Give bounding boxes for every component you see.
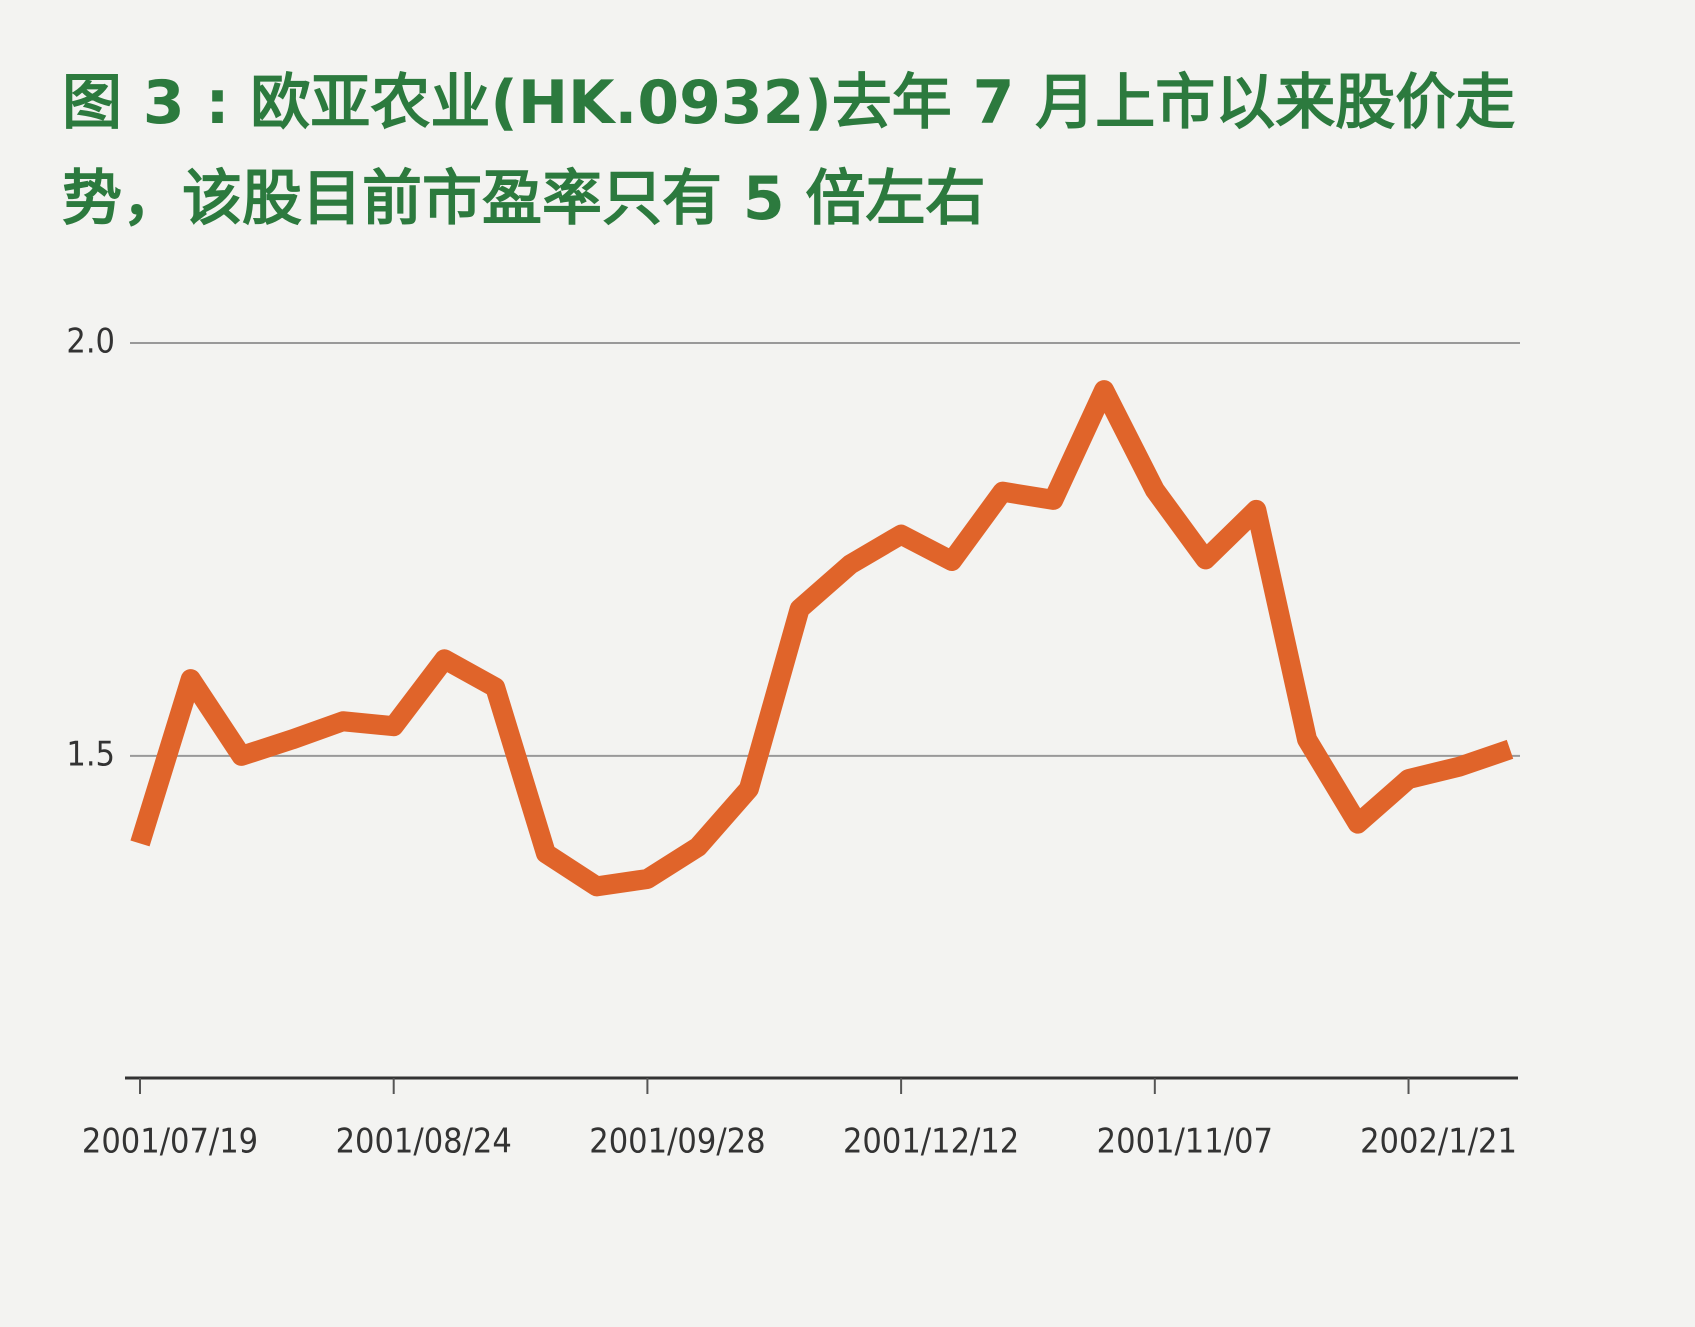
y-tick-label: 2.0 [66, 322, 115, 362]
x-tick-label: 2001/11/07 [1097, 1122, 1273, 1162]
chart-title: 图 3 : 欧亚农业(HK.0932)去年 7 月上市以来股价走势，该股目前市盈… [62, 68, 1516, 234]
x-tick-label: 2001/08/24 [336, 1122, 512, 1162]
x-tick-label: 2001/09/28 [589, 1122, 765, 1162]
x-tick-label: 2002/1/21 [1360, 1122, 1517, 1162]
x-tick-label: 2001/07/19 [82, 1122, 258, 1162]
x-tick-label: 2001/12/12 [843, 1122, 1019, 1162]
price-line [130, 380, 1514, 897]
y-tick-label: 1.5 [66, 734, 115, 774]
